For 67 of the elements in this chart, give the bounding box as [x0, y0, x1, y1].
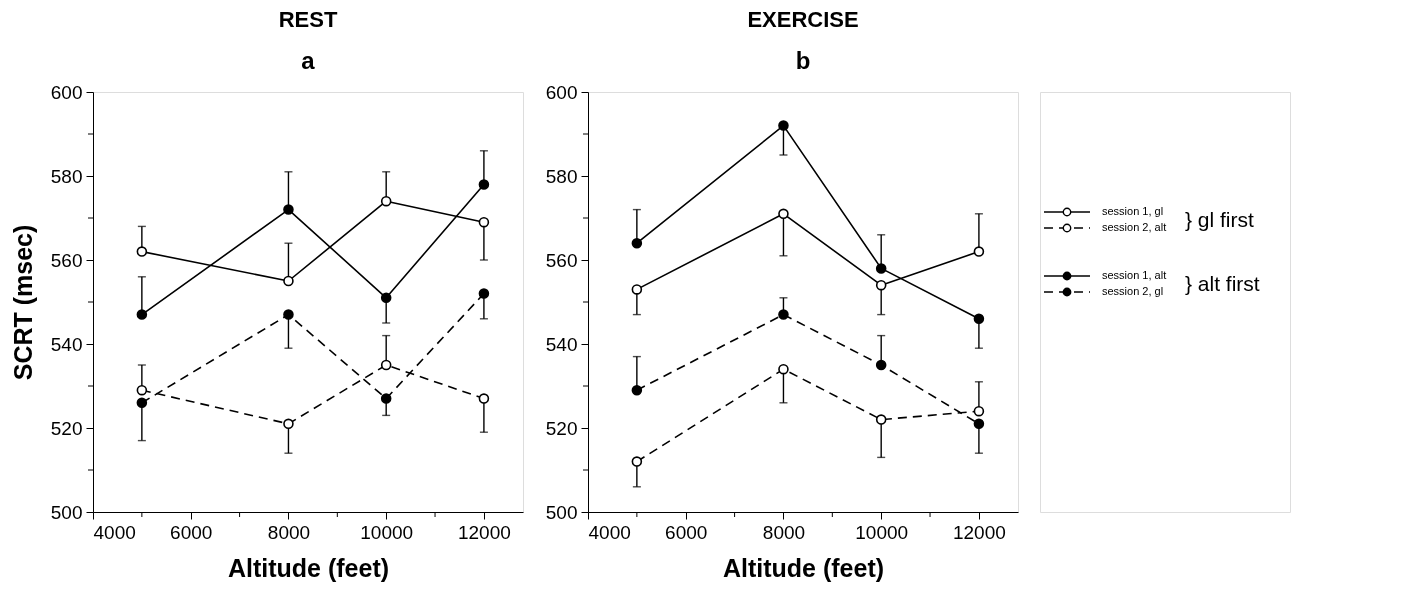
point	[778, 363, 789, 375]
point	[283, 418, 294, 430]
point	[631, 237, 643, 249]
legend-label: session 1, alt	[1102, 269, 1167, 281]
point	[136, 246, 148, 257]
legend-label: session 1, gl	[1102, 205, 1164, 217]
point	[136, 384, 148, 396]
y-tick-label: 560	[50, 249, 83, 271]
point	[478, 393, 490, 404]
y-tick-label: 600	[545, 81, 578, 103]
point	[380, 195, 392, 207]
point	[875, 359, 887, 371]
x-tick-label: 4000	[588, 521, 631, 543]
x-tick-label: 10000	[855, 521, 909, 543]
x-tick-label: 6000	[665, 521, 708, 543]
point	[136, 397, 148, 409]
text: } gl first	[1185, 208, 1255, 231]
point	[875, 263, 887, 274]
point	[778, 309, 789, 320]
chart-title: REST	[278, 7, 338, 32]
y-tick-label: 580	[50, 165, 83, 187]
y-tick-label: 520	[545, 417, 578, 439]
point	[283, 309, 294, 320]
x-tick-label: 10000	[360, 521, 414, 543]
y-tick-label: 600	[50, 81, 83, 103]
y-tick-label: 560	[545, 249, 578, 271]
point	[136, 309, 148, 320]
chart-subtitle: b	[795, 47, 811, 74]
point	[778, 208, 789, 220]
point	[478, 179, 490, 190]
x-tick-label: 6000	[170, 521, 213, 543]
x-axis-title: Altitude (feet)	[227, 553, 390, 582]
x-tick-label: 12000	[457, 521, 511, 543]
point	[380, 292, 392, 304]
point	[973, 405, 985, 417]
x-tick-label: 8000	[762, 521, 806, 543]
point	[973, 313, 985, 325]
x-tick-label: 12000	[952, 521, 1006, 543]
x-tick-label: 4000	[93, 521, 136, 543]
y-tick-label: 540	[50, 333, 83, 355]
y-tick-label: 540	[545, 333, 578, 355]
legend-label: session 2, gl	[1102, 285, 1164, 297]
point	[973, 246, 985, 257]
y-tick-label: 520	[50, 417, 83, 439]
point	[973, 418, 985, 430]
y-tick-label: 500	[545, 501, 578, 523]
point	[631, 284, 643, 295]
point	[283, 204, 294, 215]
y-axis-title: SCRT (msec)	[8, 224, 37, 381]
point	[380, 393, 392, 404]
point	[631, 384, 643, 396]
y-tick-label: 580	[545, 165, 578, 187]
chart-title: EXERCISE	[747, 7, 859, 32]
point	[478, 288, 490, 299]
point	[283, 275, 294, 287]
point	[778, 120, 789, 131]
text: } alt first	[1185, 272, 1260, 295]
chart-subtitle: a	[301, 47, 316, 74]
point	[875, 414, 887, 425]
x-tick-label: 8000	[267, 521, 311, 543]
point	[631, 456, 643, 467]
y-tick-label: 500	[50, 501, 83, 523]
legend-label: session 2, alt	[1102, 221, 1167, 233]
point	[478, 216, 490, 228]
x-axis-title: Altitude (feet)	[722, 553, 885, 582]
point	[380, 359, 392, 371]
point	[875, 279, 887, 291]
